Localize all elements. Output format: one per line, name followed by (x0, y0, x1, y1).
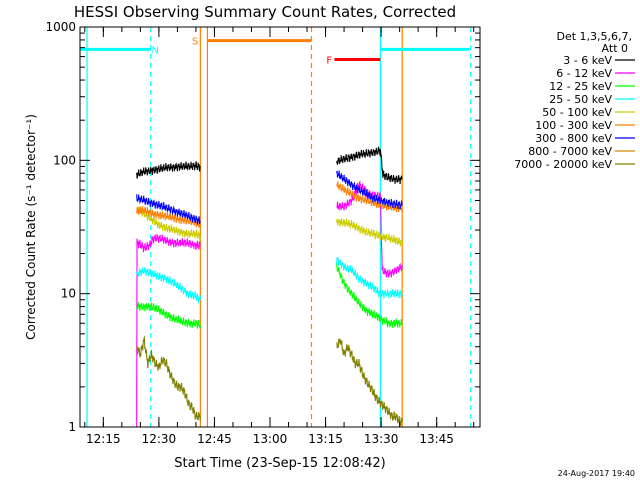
y-tick-label-100: 100 (53, 153, 76, 167)
series-4-segment-0 (136, 206, 201, 241)
legend-label-1: 6 - 12 keV (556, 67, 612, 80)
legend-label-4: 50 - 100 keV (542, 106, 612, 119)
legend-label-6: 300 - 800 keV (535, 132, 612, 145)
x-axis-label: Start Time (23-Sep-15 12:08:42) (174, 456, 385, 471)
legend-header-line-1: Det 1,3,5,6,7, (556, 30, 632, 43)
y-tick-label-1: 1 (68, 420, 76, 434)
series-8-segment-0 (136, 335, 201, 421)
footer-date: 24-Aug-2017 19:40 (558, 469, 635, 478)
top-bar-label-F: F (326, 56, 332, 67)
series-4-segment-1 (336, 218, 403, 247)
x-tick-label-12:15: 12:15 (86, 432, 121, 446)
x-tick-label-13:45: 13:45 (419, 432, 454, 446)
x-tick-label-13:30: 13:30 (364, 432, 399, 446)
series-8-segment-1 (336, 338, 403, 426)
x-tick-label-13:00: 13:00 (253, 432, 288, 446)
series-1-segment-0 (136, 233, 201, 427)
series-6-segment-1 (336, 170, 403, 210)
x-axis: 12:15 12:30 12:45 13:00 13:15 13:30 13:45 (84, 27, 475, 446)
legend-label-5: 100 - 300 keV (535, 119, 612, 132)
series-5-segment-0 (136, 206, 201, 228)
y-axis-label: Corrected Count Rate (s⁻¹ detector⁻¹) (24, 114, 38, 340)
x-tick-label-13:15: 13:15 (308, 432, 343, 446)
series-6-segment-0 (136, 194, 201, 225)
top-bar-label-S: S (192, 37, 198, 48)
plot-frame (79, 26, 481, 428)
series-0-segment-0 (136, 161, 201, 179)
legend-label-7: 800 - 7000 keV (528, 145, 612, 158)
x-tick-label-12:45: 12:45 (197, 432, 232, 446)
y-tick-label-10: 10 (61, 287, 76, 301)
legend-label-3: 25 - 50 keV (549, 93, 612, 106)
legend-label-2: 12 - 25 keV (549, 80, 612, 93)
series-2-segment-1 (336, 263, 403, 328)
y-axis: 1 10 100 1000 (45, 20, 480, 434)
x-tick-label-12:30: 12:30 (142, 432, 177, 446)
series-2-segment-0 (136, 302, 201, 330)
series-3-segment-1 (336, 256, 403, 299)
top-bar-label-N: N (151, 45, 158, 56)
legend-label-8: 7000 - 20000 keV (514, 158, 612, 171)
series-0-segment-1 (336, 146, 403, 185)
plot-area: N S F (80, 27, 472, 427)
chart-title: HESSI Observing Summary Count Rates, Cor… (74, 3, 456, 21)
series-3-segment-0 (136, 266, 201, 304)
legend-header-line-2: Att 0 (602, 42, 628, 55)
y-tick-label-1000: 1000 (45, 20, 76, 34)
legend-label-0: 3 - 6 keV (563, 54, 612, 67)
